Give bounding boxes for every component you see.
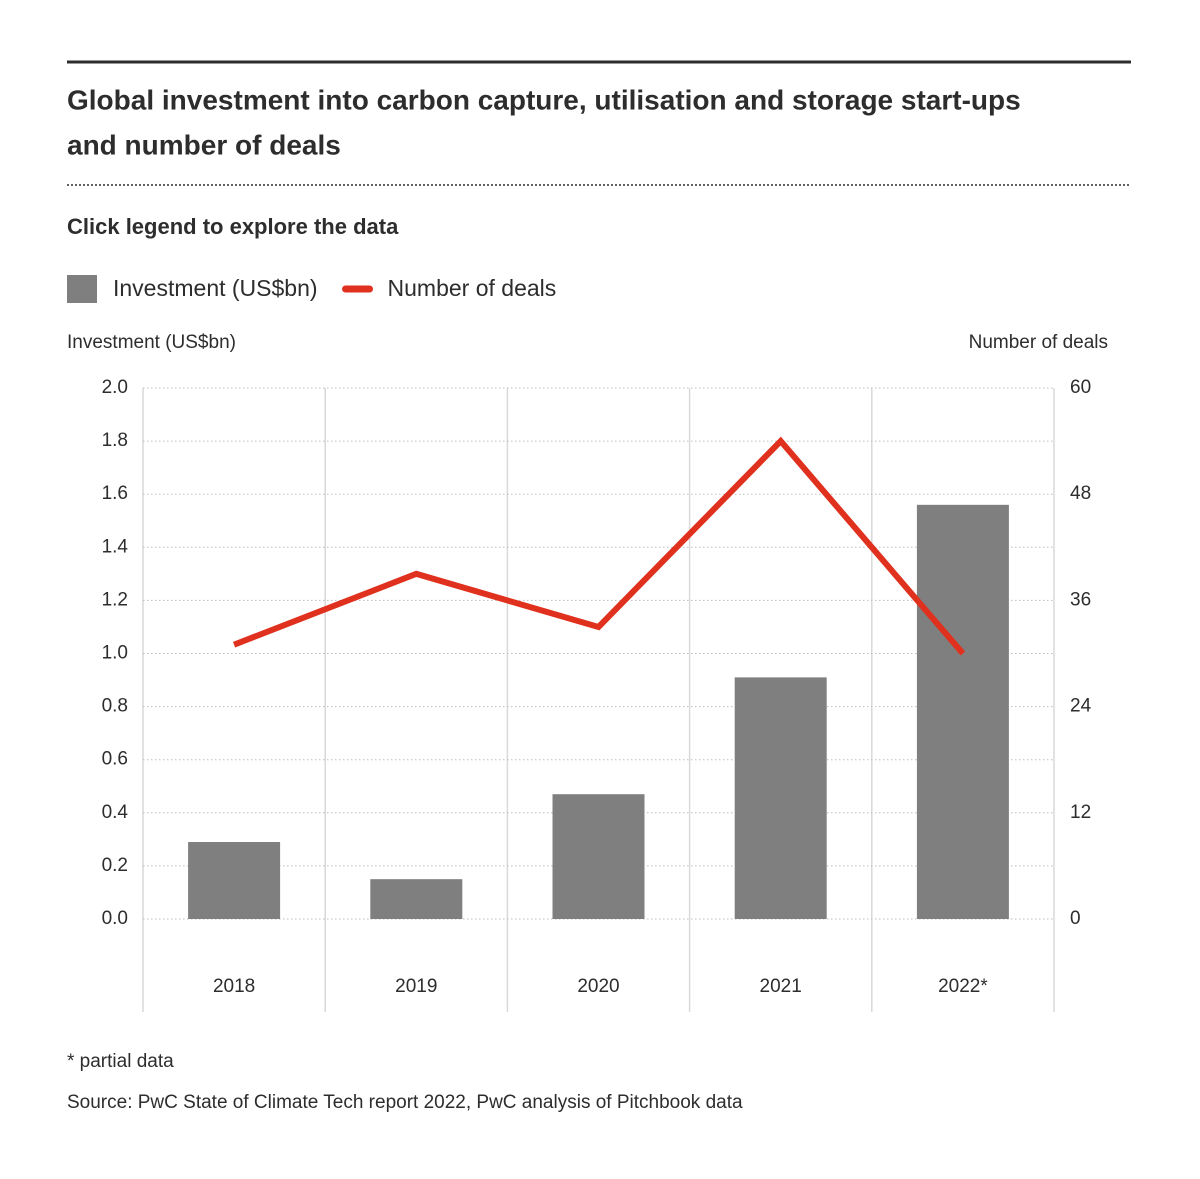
- x-tick-label: 2018: [213, 976, 255, 997]
- y2-tick-label: 24: [1070, 696, 1092, 717]
- y2-axis-label: Number of deals: [969, 332, 1108, 353]
- bar: [734, 677, 827, 919]
- x-tick-label: 2020: [577, 976, 619, 997]
- y2-tick-label: 60: [1070, 377, 1091, 398]
- y-tick-label: 1.0: [102, 643, 128, 664]
- bar: [916, 504, 1009, 919]
- y-tick-label: 2.0: [102, 377, 128, 398]
- y-tick-label: 0.0: [102, 908, 128, 929]
- source: Source: PwC State of Climate Tech report…: [67, 1092, 743, 1113]
- y-tick-label: 0.6: [102, 749, 128, 770]
- legend-label[interactable]: Investment (US$bn): [113, 275, 318, 301]
- bar: [188, 842, 281, 919]
- y-tick-label: 1.6: [102, 483, 128, 504]
- y-tick-label: 1.4: [102, 536, 129, 557]
- x-tick-label: 2022*: [938, 976, 988, 997]
- bar: [370, 879, 463, 919]
- y-tick-label: 1.2: [102, 589, 128, 610]
- x-tick-label: 2019: [395, 976, 437, 997]
- subtitle: Click legend to explore the data: [67, 214, 399, 239]
- y-tick-label: 0.4: [102, 802, 129, 823]
- bar: [552, 794, 645, 919]
- line: [233, 436, 966, 656]
- y-axis-label: Investment (US$bn): [67, 332, 236, 353]
- y-tick-label: 0.2: [102, 855, 128, 876]
- footnote: * partial data: [67, 1051, 174, 1072]
- y2-tick-label: 12: [1070, 802, 1091, 823]
- y2-tick-label: 48: [1070, 483, 1091, 504]
- legend-label[interactable]: Number of deals: [388, 275, 557, 301]
- y-tick-label: 1.8: [102, 430, 128, 451]
- y2-tick-label: 0: [1070, 908, 1081, 929]
- x-tick-label: 2021: [760, 976, 802, 997]
- chart-title: and number of deals: [67, 129, 341, 160]
- legend-swatch[interactable]: [67, 275, 97, 303]
- y2-tick-label: 36: [1070, 589, 1091, 610]
- y-tick-label: 0.8: [102, 696, 128, 717]
- chart-title: Global investment into carbon capture, u…: [67, 84, 1021, 115]
